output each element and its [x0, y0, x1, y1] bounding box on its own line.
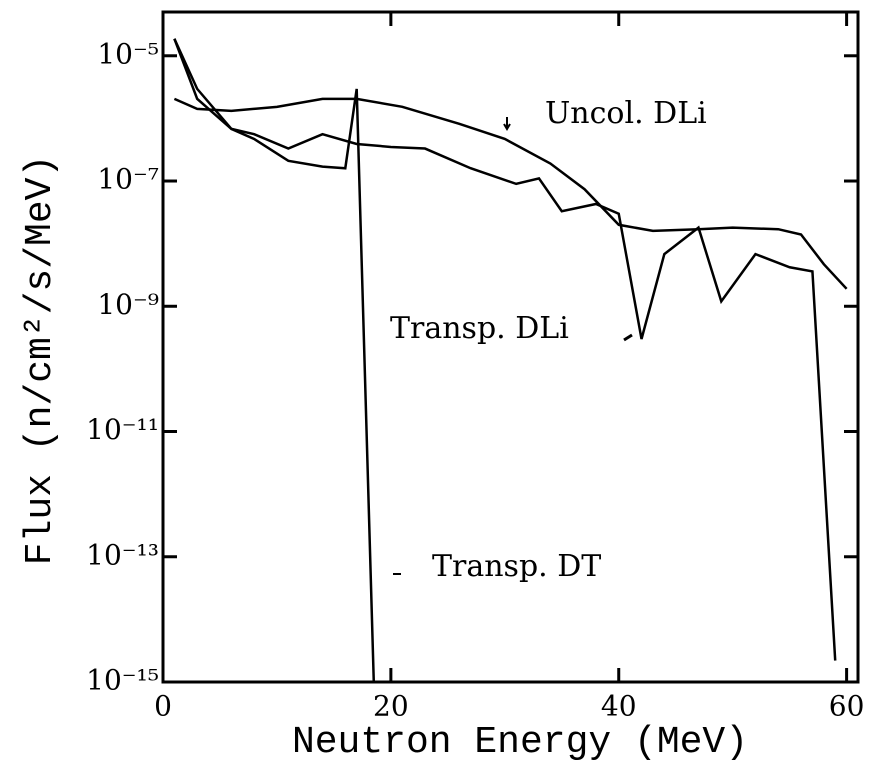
series-line [173, 38, 376, 683]
plot-frame [161, 10, 860, 684]
y-tick-label: 10⁻⁵ [97, 37, 159, 70]
y-tick-label: 10⁻¹⁵ [86, 664, 159, 697]
series-line [173, 38, 837, 661]
y-tick-label: 10⁻¹³ [86, 538, 159, 571]
x-tick-label: 60 [829, 690, 865, 723]
x-tick-label: 40 [601, 690, 637, 723]
series-label: Transp. DT [432, 549, 601, 584]
y-tick-label: 10⁻¹¹ [86, 413, 159, 446]
series-line [173, 97, 848, 290]
x-tick-label: 0 [154, 690, 172, 723]
series-label: Uncol. DLi [545, 96, 707, 131]
pointer [503, 117, 511, 131]
pointer [623, 333, 633, 342]
x-tick-label: 20 [373, 690, 409, 723]
x-axis-label: Neutron Energy (MeV) [292, 721, 748, 764]
y-tick-label: 10⁻⁹ [97, 288, 159, 321]
y-tick-label: 10⁻⁷ [97, 163, 159, 196]
series-label: Transp. DLi [390, 311, 569, 346]
y-axis-label: Flux (n/cm²/s/MeV) [19, 155, 62, 565]
